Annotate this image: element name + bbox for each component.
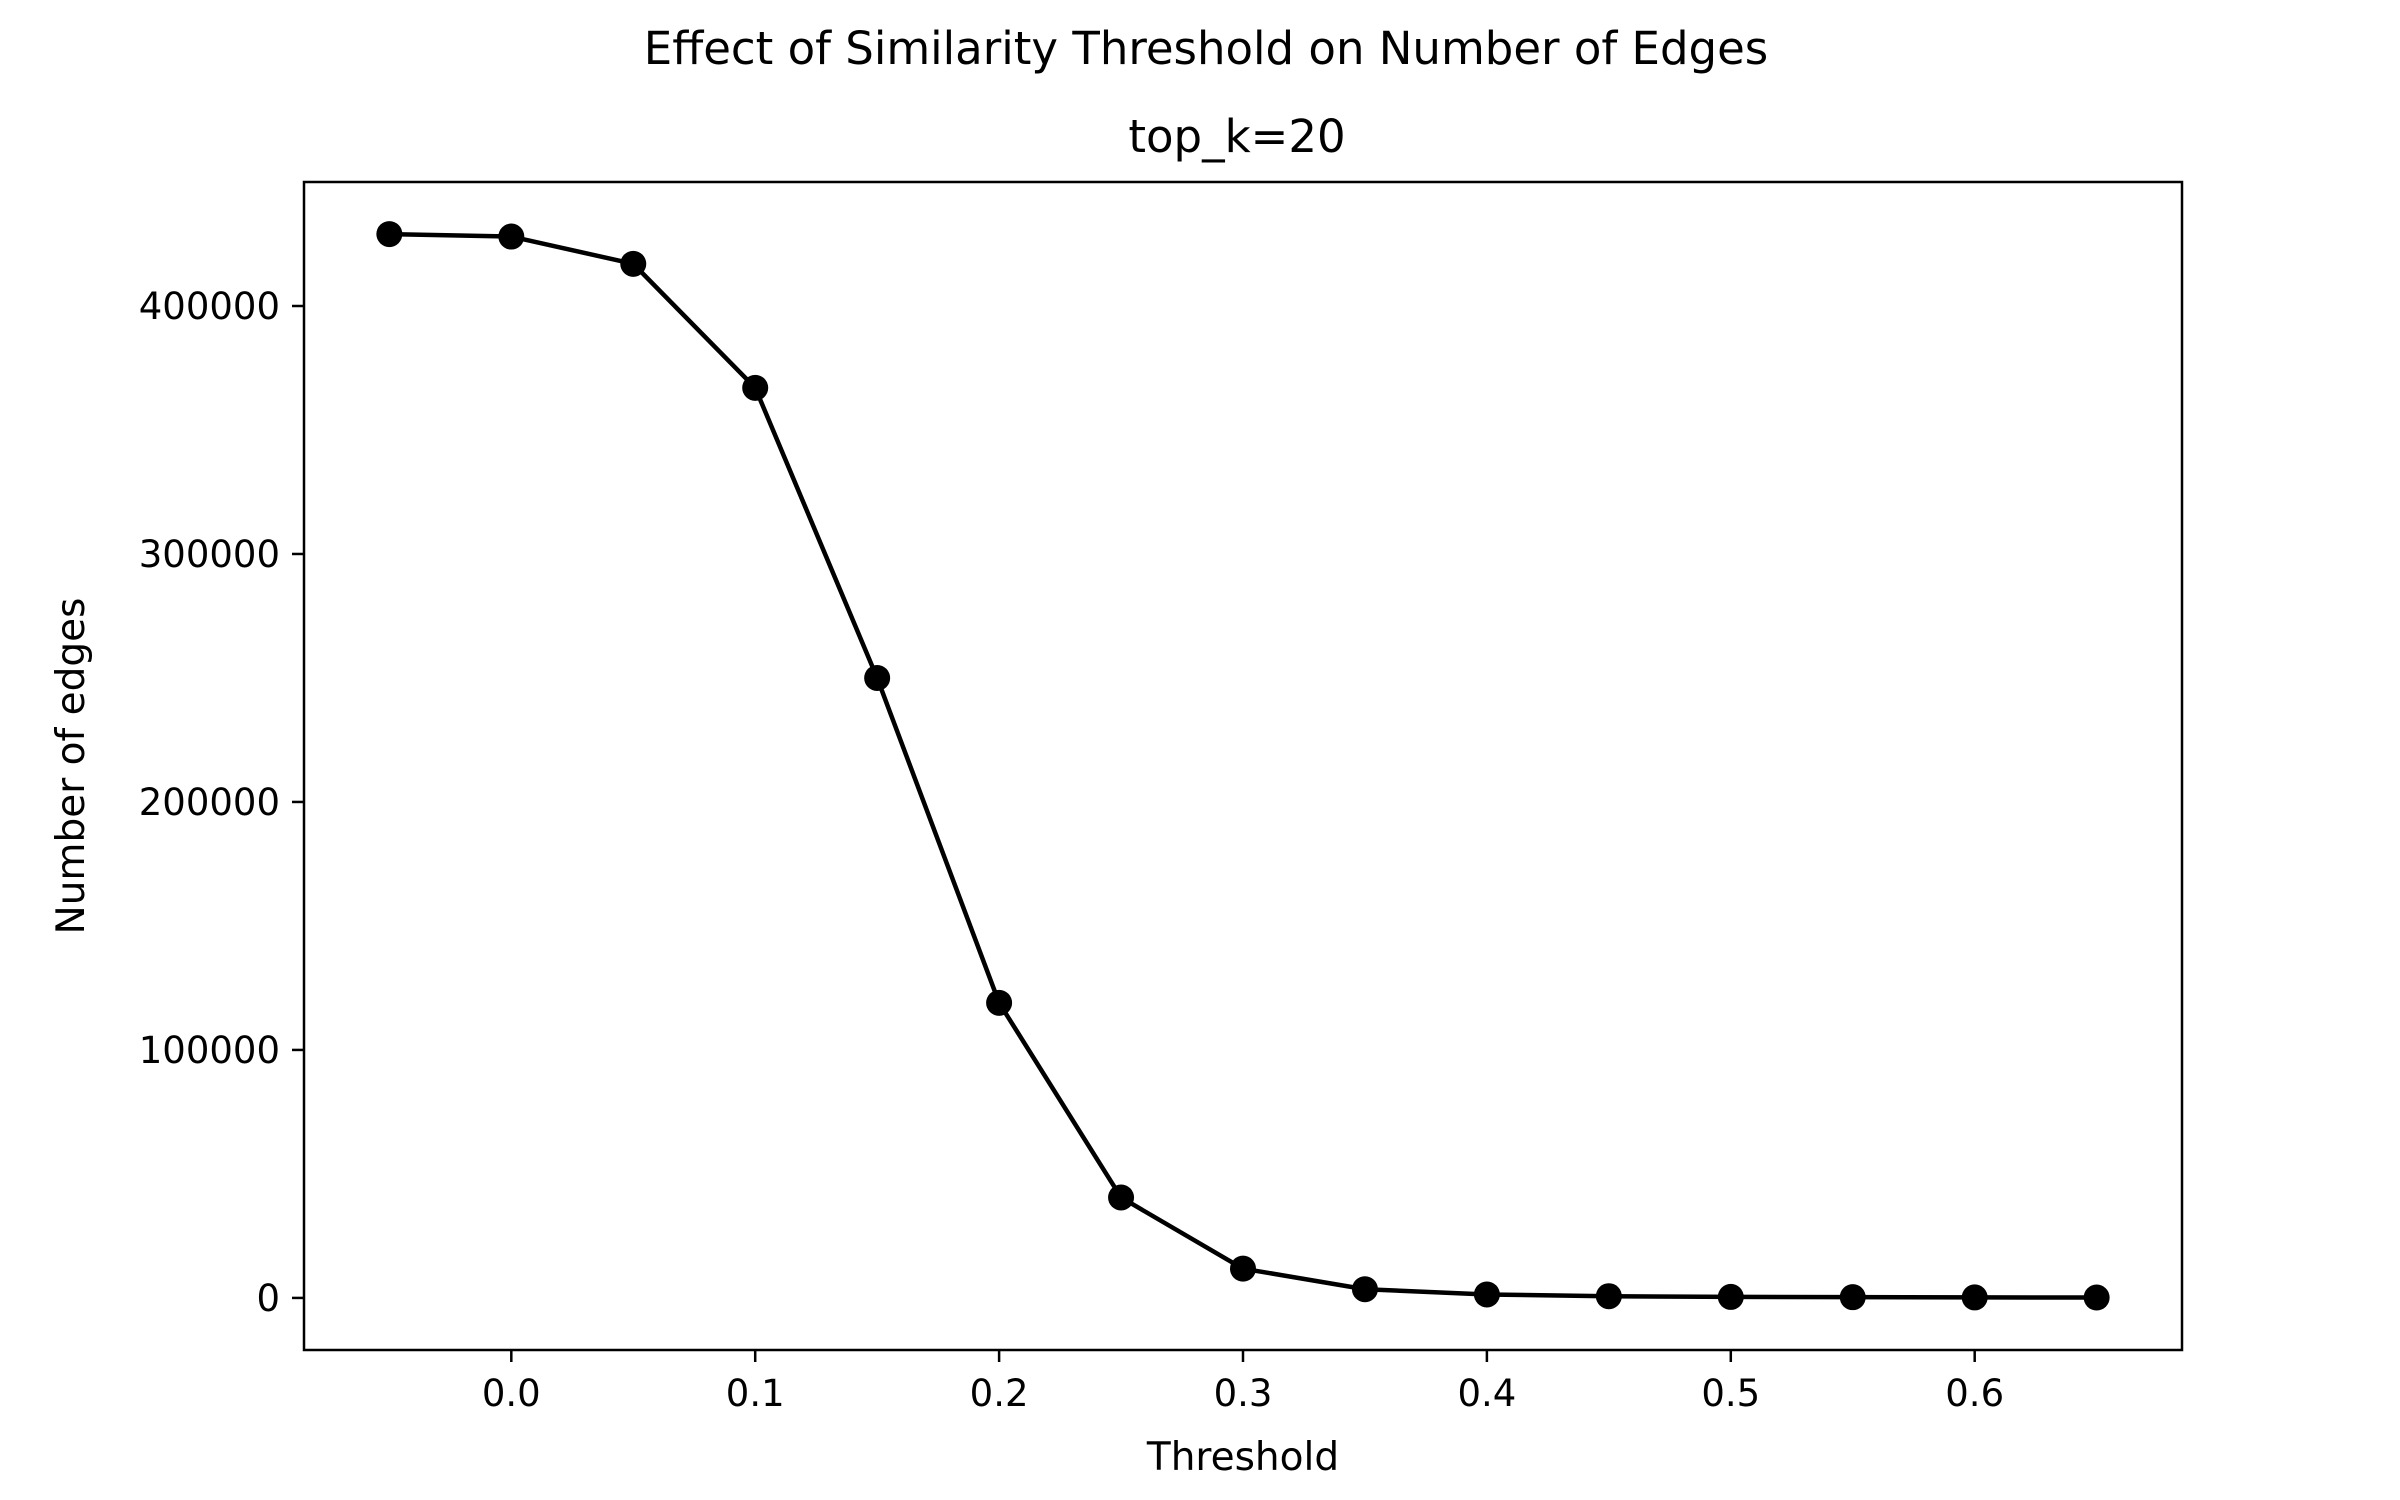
data-point xyxy=(620,250,647,277)
data-point xyxy=(1839,1284,1866,1311)
data-point xyxy=(1473,1281,1500,1308)
chart-subtitle: top_k=20 xyxy=(1128,110,1345,163)
x-tick-label: 0.5 xyxy=(1701,1372,1760,1415)
y-tick-label: 300000 xyxy=(139,533,280,576)
chart-title: Effect of Similarity Threshold on Number… xyxy=(644,22,1768,75)
data-point xyxy=(1717,1283,1744,1310)
data-point xyxy=(498,223,525,250)
y-tick-label: 200000 xyxy=(139,781,280,824)
series-line xyxy=(389,231,2097,1300)
x-axis-label: Threshold xyxy=(1146,1435,1339,1480)
y-axis-ticks: 0 100000 200000 300000 400000 xyxy=(139,285,304,1320)
y-tick-label: 0 xyxy=(256,1277,280,1320)
x-tick-label: 0.1 xyxy=(726,1372,785,1415)
data-point xyxy=(1595,1283,1622,1310)
data-point xyxy=(864,664,891,691)
y-tick-label: 100000 xyxy=(139,1029,280,1072)
data-point xyxy=(2083,1284,2110,1311)
data-point xyxy=(1230,1255,1256,1282)
x-tick-label: 0.4 xyxy=(1457,1372,1516,1415)
x-tick-label: 0.3 xyxy=(1214,1372,1273,1415)
x-tick-label: 0.0 xyxy=(482,1372,541,1415)
data-point xyxy=(986,989,1013,1016)
y-axis-label: Number of edges xyxy=(49,598,94,935)
plot-area-frame xyxy=(302,180,2184,1352)
data-point xyxy=(1961,1284,1988,1311)
x-tick-label: 0.6 xyxy=(1945,1372,2004,1415)
x-tick-label: 0.2 xyxy=(970,1372,1029,1415)
data-point xyxy=(742,374,769,401)
data-point xyxy=(376,221,403,248)
data-point xyxy=(1108,1184,1135,1211)
series-layer xyxy=(376,221,2110,1311)
data-point xyxy=(1351,1276,1378,1303)
y-tick-label: 400000 xyxy=(139,285,280,328)
x-axis-ticks: 0.0 0.1 0.2 0.3 0.4 0.5 0.6 xyxy=(482,1350,2004,1415)
